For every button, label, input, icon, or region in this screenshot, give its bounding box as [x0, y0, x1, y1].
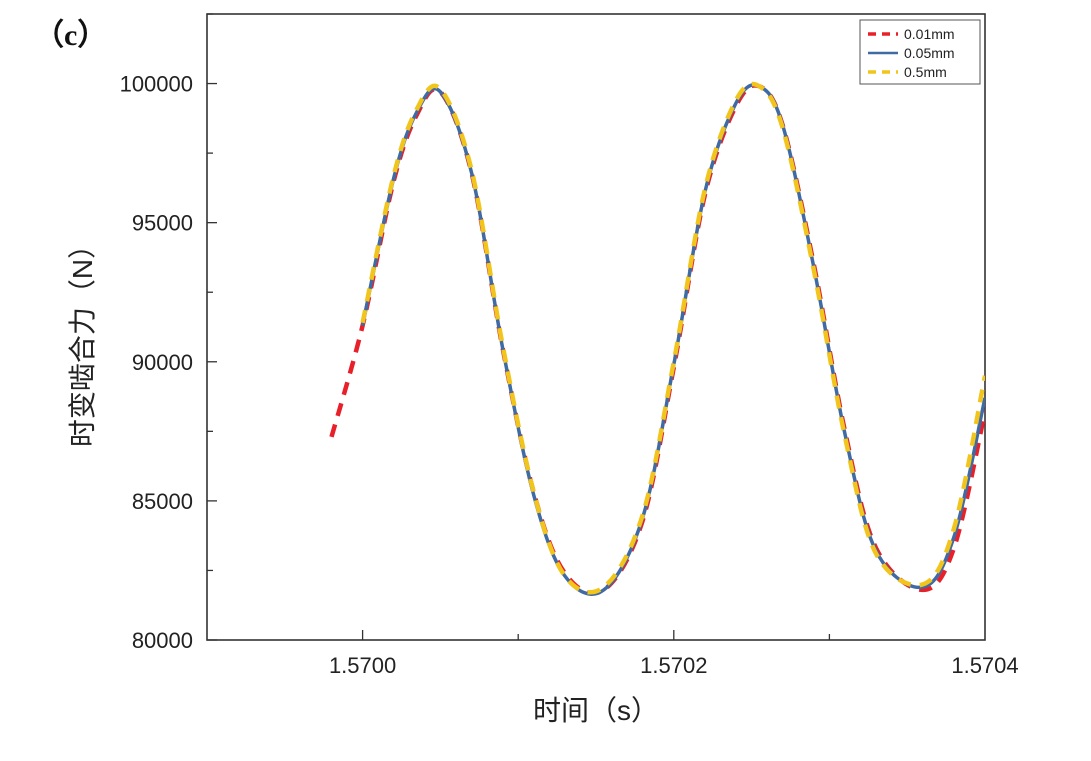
y-tick-label: 100000: [120, 72, 193, 97]
plot-frame: [206, 13, 986, 641]
series-line-2: [360, 83, 985, 596]
x-tick-label: 1.5702: [640, 653, 707, 678]
series-line-3: [360, 81, 985, 595]
x-tick-label: 1.5700: [329, 653, 396, 678]
y-tick-label: 95000: [132, 211, 193, 236]
y-tick-label: 90000: [132, 350, 193, 375]
y-axis-label: 时变啮合力（N）: [67, 231, 98, 447]
panel-label: （c）: [34, 19, 108, 52]
legend-label: 0.5mm: [904, 64, 947, 80]
legend-label: 0.01mm: [904, 26, 955, 42]
legend-label: 0.05mm: [904, 45, 955, 61]
y-tick-label: 80000: [132, 628, 193, 653]
x-tick-label: 1.5704: [951, 653, 1018, 678]
y-tick-label: 85000: [132, 489, 193, 514]
series-line-1: [329, 83, 985, 596]
x-axis-label: 时间（s）: [533, 695, 659, 726]
